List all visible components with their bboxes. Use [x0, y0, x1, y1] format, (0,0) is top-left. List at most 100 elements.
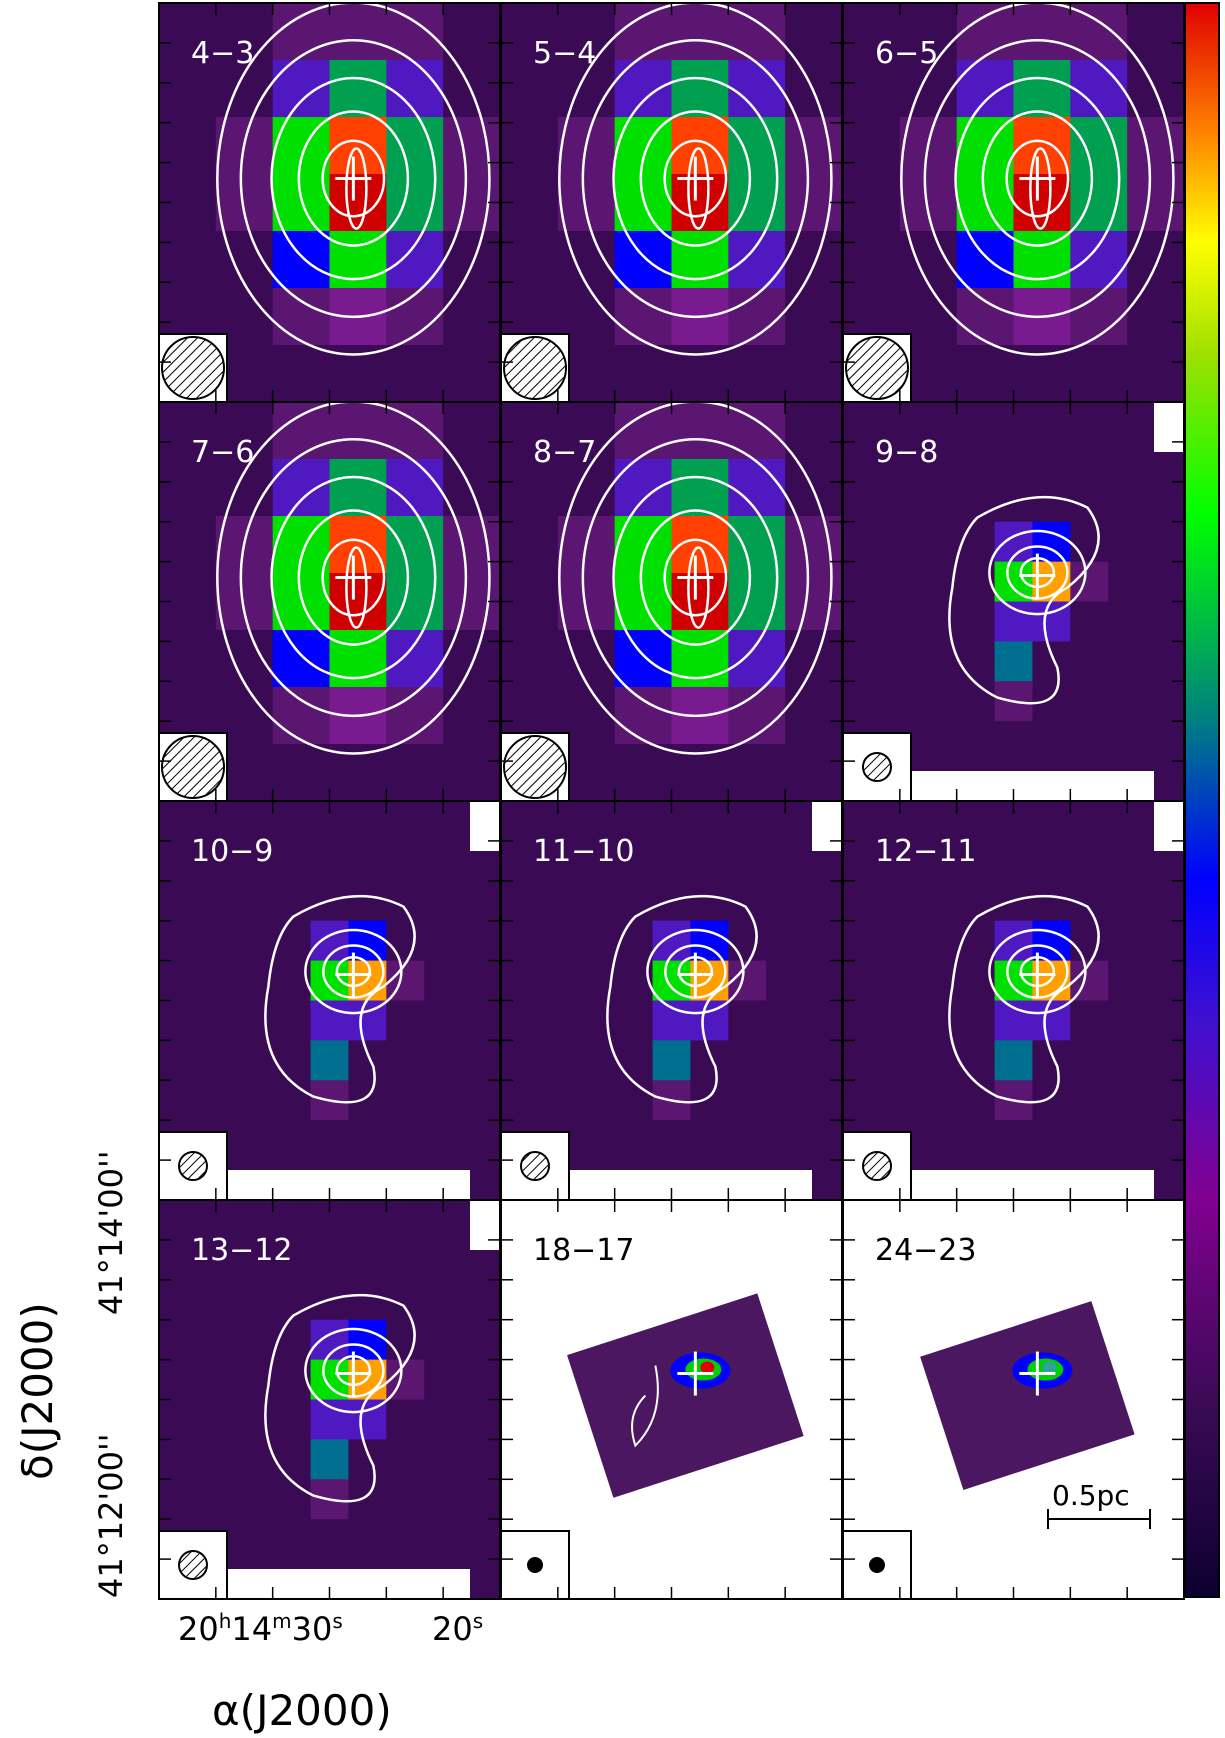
map-footprint [920, 1301, 1135, 1490]
map-pixel [348, 1519, 387, 1560]
map-pixel [880, 840, 920, 882]
map-pixel [386, 744, 444, 801]
map-pixel [880, 1040, 920, 1081]
map-pixel [671, 459, 729, 517]
map-pixel [728, 459, 786, 517]
map-pixel [804, 1120, 842, 1161]
map-pixel [880, 601, 920, 642]
map-pixel [728, 1040, 767, 1081]
map-footprint [567, 1293, 804, 1498]
map-pixel [1108, 920, 1147, 962]
map-pixel [272, 630, 330, 688]
map-pixel [443, 687, 500, 745]
map-pixel [1032, 880, 1071, 922]
map-pixel [424, 1439, 463, 1480]
map-pixel [843, 880, 882, 922]
map-pixel [386, 1439, 425, 1480]
map-pixel [159, 1279, 198, 1321]
map-pixel [557, 402, 616, 460]
map-pixel [671, 60, 729, 118]
map-pixel [215, 573, 274, 631]
map-pixel [785, 231, 842, 289]
contour-line [923, 39, 1152, 319]
map-pixel [766, 920, 805, 962]
contour-line [612, 76, 779, 281]
map-pixel [956, 1040, 996, 1081]
map-pixel [272, 1279, 312, 1321]
map-pixel [652, 1120, 691, 1161]
panel-11: 18−17 [500, 1199, 843, 1600]
map-pixel [880, 441, 920, 483]
map-pixel [690, 801, 729, 842]
map-pixel [576, 1040, 616, 1081]
map-pixel [1108, 641, 1147, 682]
map-pixel [234, 1519, 274, 1560]
map-pixel [690, 1080, 729, 1121]
map-pixel [272, 1080, 312, 1121]
map-pixel [159, 1439, 198, 1480]
map-pixel [956, 681, 996, 722]
map-pixel [159, 920, 198, 962]
map-pixel [614, 402, 672, 460]
map-pixel [843, 441, 882, 483]
map-pixel [348, 1239, 387, 1281]
map-pixel [1070, 920, 1109, 962]
map-pixel [310, 1239, 349, 1281]
map-pixel [1032, 1120, 1071, 1161]
map-pixel [1146, 1040, 1184, 1081]
beam-ellipse [520, 1151, 550, 1181]
map-pixel [215, 174, 274, 232]
y-tick-label-12: 41°12'00'' [92, 1433, 130, 1598]
map-pixel [880, 481, 920, 523]
map-pixel [728, 801, 767, 842]
map-pixel [386, 345, 444, 402]
map-pixel [880, 1080, 920, 1121]
transition-label: 9−8 [875, 435, 938, 470]
map-pixel [843, 3, 901, 61]
map-pixel [234, 1200, 274, 1241]
map-pixel [501, 3, 559, 61]
scale-bar-label: 0.5pc [1052, 1479, 1130, 1512]
map-pixel [785, 516, 842, 574]
map-pixel [462, 1519, 500, 1560]
map-pixel [956, 481, 996, 523]
contour-line [687, 147, 710, 230]
map-pixel [785, 687, 842, 745]
map-pixel [1032, 402, 1071, 443]
contour-line [581, 39, 810, 319]
map-pixel [1146, 1080, 1184, 1121]
map-pixel [994, 840, 1033, 882]
map-pixel [424, 1000, 463, 1041]
map-pixel [918, 721, 958, 762]
transition-label: 18−17 [533, 1233, 634, 1268]
map-pixel [728, 1000, 767, 1041]
map-pixel [1032, 801, 1071, 842]
map-pixel [348, 880, 387, 922]
map-pixel [329, 60, 387, 118]
map-pixel [159, 1359, 198, 1400]
map-pixel [576, 801, 616, 842]
map-pixel [956, 231, 1014, 289]
map-pixel [614, 231, 672, 289]
map-pixel [215, 60, 274, 118]
map-pixel [348, 1040, 387, 1081]
transition-label: 8−7 [533, 435, 596, 470]
map-pixel [576, 1080, 616, 1121]
contour-line [954, 76, 1121, 281]
map-pixel [690, 1120, 729, 1161]
contour-line [297, 110, 410, 247]
map-pixel [462, 1319, 500, 1361]
map-pixel [159, 117, 217, 175]
map-pixel [614, 1080, 654, 1121]
beam-ellipse [178, 1550, 208, 1580]
map-pixel [843, 60, 901, 118]
map-pixel [956, 880, 996, 922]
map-pixel [348, 840, 387, 882]
map-pixel [576, 880, 616, 922]
map-pixel [159, 1239, 198, 1281]
map-pixel [234, 1040, 274, 1081]
map-pixel [386, 1479, 425, 1520]
colorbar [1184, 2, 1220, 1598]
map-pixel [557, 3, 616, 61]
map-pixel [1070, 721, 1109, 762]
